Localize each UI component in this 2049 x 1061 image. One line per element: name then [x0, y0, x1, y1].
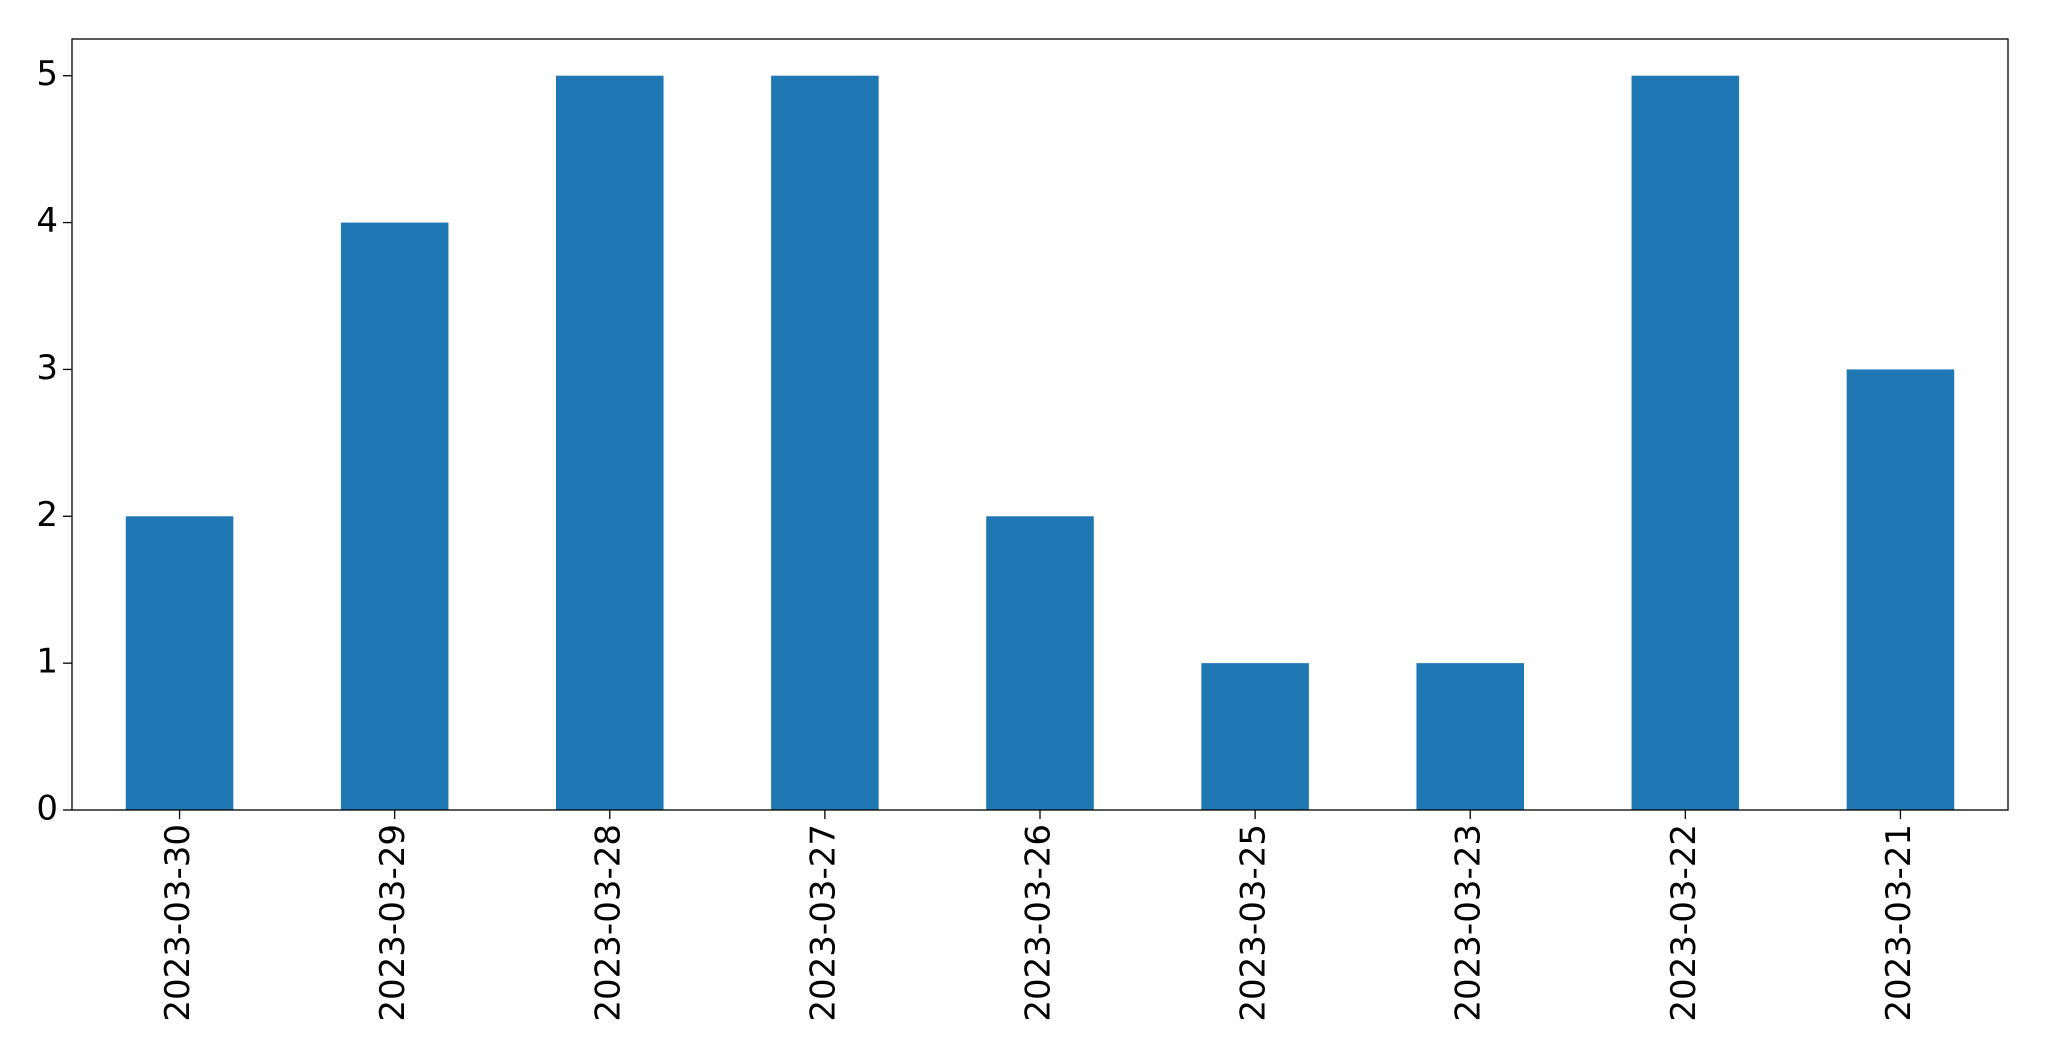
plot-frame — [71, 38, 2009, 811]
y-tick-label: 1 — [36, 642, 58, 682]
y-tick-label: 4 — [36, 201, 58, 241]
bar — [340, 222, 449, 811]
y-tick-label: 3 — [36, 348, 58, 388]
bar — [1631, 75, 1740, 810]
x-tick-label: 2023-03-26 — [1019, 824, 1059, 1022]
bar — [1416, 663, 1524, 810]
x-tick-label: 2023-03-23 — [1449, 824, 1489, 1022]
x-tick-label: 2023-03-27 — [803, 824, 843, 1022]
x-tick-label: 2023-03-22 — [1664, 824, 1704, 1022]
y-tick-label: 0 — [36, 789, 58, 829]
x-tick-label: 2023-03-28 — [588, 824, 628, 1022]
bar — [1846, 369, 1955, 810]
x-tick-label: 2023-03-30 — [158, 824, 198, 1022]
bar — [556, 75, 664, 810]
bar — [771, 75, 879, 810]
x-tick-label: 2023-03-21 — [1879, 824, 1919, 1022]
y-tick-label: 5 — [36, 54, 58, 94]
x-tick-label: 2023-03-25 — [1234, 824, 1274, 1022]
bar — [125, 516, 234, 810]
bar — [986, 516, 1094, 810]
y-tick-label: 2 — [36, 495, 58, 535]
bar — [1201, 663, 1309, 810]
x-tick-label: 2023-03-29 — [373, 824, 413, 1022]
